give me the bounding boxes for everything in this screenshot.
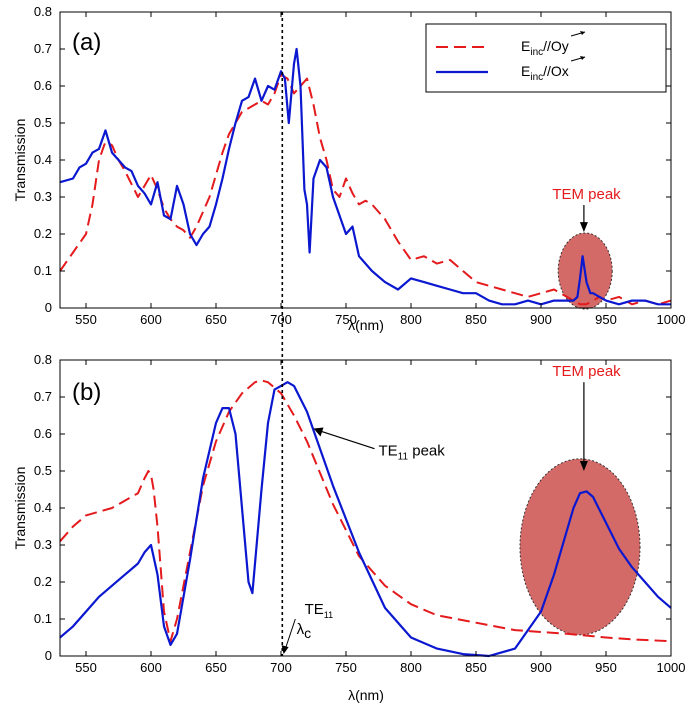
y-tick-label-b-7: 0.7 [34, 389, 52, 404]
x-tick-label-b-1: 600 [140, 660, 162, 675]
x-tick-label-b-7: 900 [530, 660, 552, 675]
x-tick-label-b-9: 1000 [657, 660, 686, 675]
x-tick-label-a-0: 550 [75, 312, 97, 327]
y-tick-label-a-4: 0.4 [34, 152, 52, 167]
y-tick-label-a-2: 0.2 [34, 226, 52, 241]
x-tick-label-b-6: 850 [465, 660, 487, 675]
tem-peak-ellipse-b [520, 459, 640, 635]
panel-label-b: (b) [72, 379, 101, 406]
y-tick-label-b-4: 0.4 [34, 500, 52, 515]
legend-ox-main: E [521, 63, 530, 79]
legend-ox-sub: inc [530, 72, 543, 83]
x-tick-label-a-6: 850 [465, 312, 487, 327]
y-tick-label-a-8: 0.8 [34, 4, 52, 19]
legend-ox-tail: //Ox [543, 63, 569, 79]
y-tick-label-a-6: 0.6 [34, 78, 52, 93]
y-tick-label-a-1: 0.1 [34, 263, 52, 278]
y-tick-label-b-1: 0.1 [34, 611, 52, 626]
y-axis-label-b: Transmission [12, 467, 28, 550]
x-tick-label-a-9: 1000 [657, 312, 686, 327]
te11-main: TE [379, 443, 398, 460]
x-tick-label-b-0: 550 [75, 660, 97, 675]
legend-oy-tail: //Oy [543, 38, 569, 54]
x-tick-label-b-3: 700 [270, 660, 292, 675]
x-tick-label-b-2: 650 [205, 660, 227, 675]
x-axis-label-b: λ(nm) [348, 687, 384, 703]
y-axis-label-a: Transmission [12, 119, 28, 202]
x-tick-label-a-5: 800 [400, 312, 422, 327]
legend-oy-sub: inc [530, 47, 543, 58]
y-tick-label-a-0: 0 [45, 300, 52, 315]
y-tick-label-b-3: 0.3 [34, 537, 52, 552]
legend-oy-main: E [521, 38, 530, 54]
y-tick-label-a-7: 0.7 [34, 41, 52, 56]
panel-b: 550 600 650 700 750 800 850 900 950 1000 0 0.1 0.2 0.… [12, 352, 685, 703]
legend-box-a [426, 24, 666, 92]
tem-peak-label-b: TEM peak [552, 363, 621, 380]
lambda-sup: TE [305, 601, 324, 618]
x-tick-label-a-1: 600 [140, 312, 162, 327]
x-tick-label-b-8: 950 [595, 660, 617, 675]
y-tick-label-b-0: 0 [45, 648, 52, 663]
y-tick-label-a-5: 0.5 [34, 115, 52, 130]
legend-a: Einc//Oy Einc//Ox [426, 24, 666, 92]
y-tick-label-b-8: 0.8 [34, 352, 52, 367]
x-tick-label-a-2: 650 [205, 312, 227, 327]
te11-sub: 11 [398, 452, 409, 463]
x-axis-label-a: λ(nm) [348, 317, 384, 333]
lambda-sub: c [304, 625, 311, 641]
te11-peak-label: TE11 peak [379, 443, 446, 463]
x-tick-label-a-7: 900 [530, 312, 552, 327]
x-tick-label-a-8: 950 [595, 312, 617, 327]
tem-peak-label-a: TEM peak [552, 186, 621, 203]
lambda-sup-sub: 11 [324, 610, 333, 620]
panel-a: 550 600 650 700 750 800 850 900 950 100000.10.20.… [12, 4, 685, 333]
te11-tail: peak [408, 443, 445, 460]
y-tick-label-a-3: 0.3 [34, 189, 52, 204]
y-tick-label-b-5: 0.5 [34, 463, 52, 478]
x-tick-label-b-5: 800 [400, 660, 422, 675]
x-tick-label-b-4: 750 [335, 660, 357, 675]
x-tick-label-a-3: 700 [270, 312, 292, 327]
panel-label-a: (a) [72, 29, 101, 56]
y-tick-label-b-2: 0.2 [34, 574, 52, 589]
y-tick-label-b-6: 0.6 [34, 426, 52, 441]
